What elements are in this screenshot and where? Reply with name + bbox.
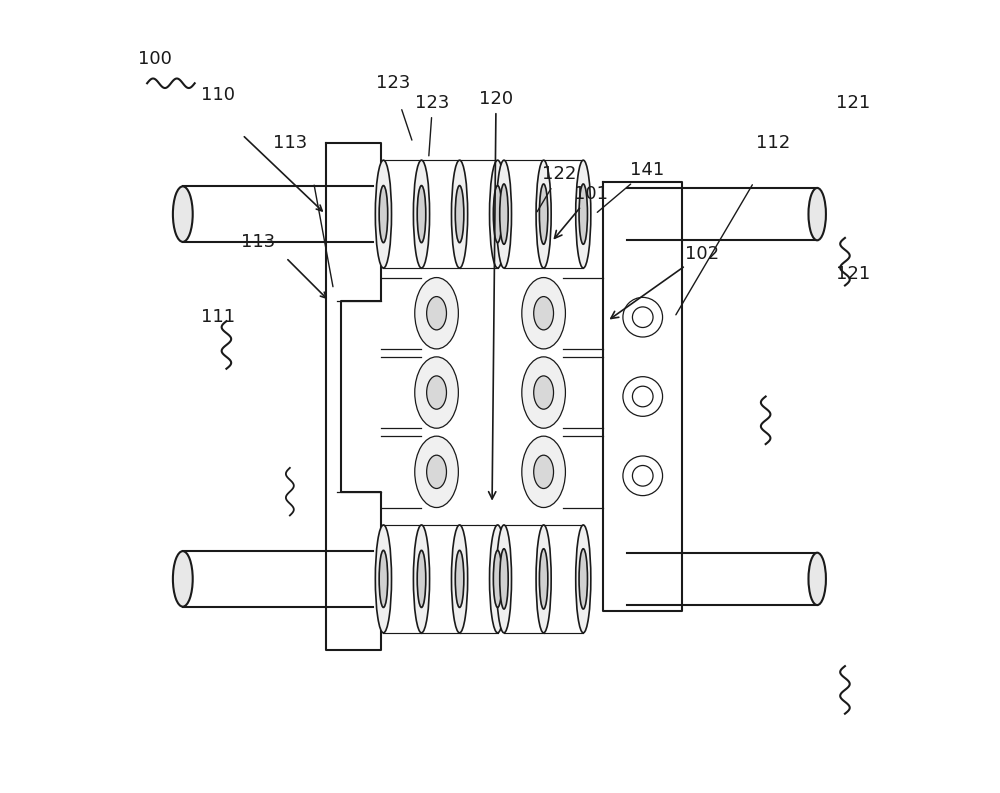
Text: 112: 112 — [756, 134, 791, 151]
Ellipse shape — [534, 376, 554, 409]
Text: 122: 122 — [537, 166, 577, 212]
Ellipse shape — [536, 525, 551, 633]
Ellipse shape — [427, 297, 446, 330]
Text: 102: 102 — [611, 245, 719, 319]
Ellipse shape — [455, 186, 464, 243]
Ellipse shape — [576, 525, 591, 633]
Ellipse shape — [808, 553, 826, 605]
Ellipse shape — [500, 184, 508, 244]
Ellipse shape — [576, 160, 591, 268]
Ellipse shape — [417, 550, 426, 607]
Ellipse shape — [522, 357, 565, 428]
Ellipse shape — [173, 551, 193, 607]
Text: 123: 123 — [415, 94, 450, 156]
Ellipse shape — [539, 549, 548, 609]
Text: 141: 141 — [597, 162, 664, 213]
Ellipse shape — [413, 525, 430, 633]
Ellipse shape — [534, 297, 554, 330]
Text: 101: 101 — [555, 186, 608, 239]
Ellipse shape — [579, 184, 587, 244]
Ellipse shape — [455, 550, 464, 607]
Ellipse shape — [413, 160, 430, 268]
Ellipse shape — [415, 278, 458, 349]
Ellipse shape — [379, 550, 388, 607]
Text: 113: 113 — [241, 233, 275, 251]
Ellipse shape — [493, 186, 502, 243]
Ellipse shape — [415, 357, 458, 428]
Ellipse shape — [539, 184, 548, 244]
Ellipse shape — [427, 455, 446, 488]
Ellipse shape — [451, 525, 468, 633]
Text: 100: 100 — [138, 51, 172, 68]
Ellipse shape — [579, 549, 587, 609]
Ellipse shape — [490, 525, 506, 633]
Ellipse shape — [415, 436, 458, 508]
Text: 121: 121 — [836, 94, 870, 112]
Ellipse shape — [493, 550, 502, 607]
Text: 110: 110 — [201, 86, 235, 104]
Ellipse shape — [808, 188, 826, 240]
Ellipse shape — [496, 525, 512, 633]
Ellipse shape — [375, 160, 392, 268]
Ellipse shape — [534, 455, 554, 488]
Ellipse shape — [173, 186, 193, 242]
Ellipse shape — [496, 160, 512, 268]
Ellipse shape — [522, 436, 565, 508]
Ellipse shape — [536, 160, 551, 268]
Text: 121: 121 — [836, 265, 870, 282]
Ellipse shape — [379, 186, 388, 243]
Text: 111: 111 — [201, 308, 236, 326]
Ellipse shape — [522, 278, 565, 349]
Text: 113: 113 — [273, 134, 307, 151]
Ellipse shape — [500, 549, 508, 609]
Ellipse shape — [375, 525, 392, 633]
Ellipse shape — [417, 186, 426, 243]
Ellipse shape — [451, 160, 468, 268]
Text: 123: 123 — [376, 75, 410, 92]
Text: 120: 120 — [479, 90, 513, 499]
Ellipse shape — [490, 160, 506, 268]
Ellipse shape — [427, 376, 446, 409]
